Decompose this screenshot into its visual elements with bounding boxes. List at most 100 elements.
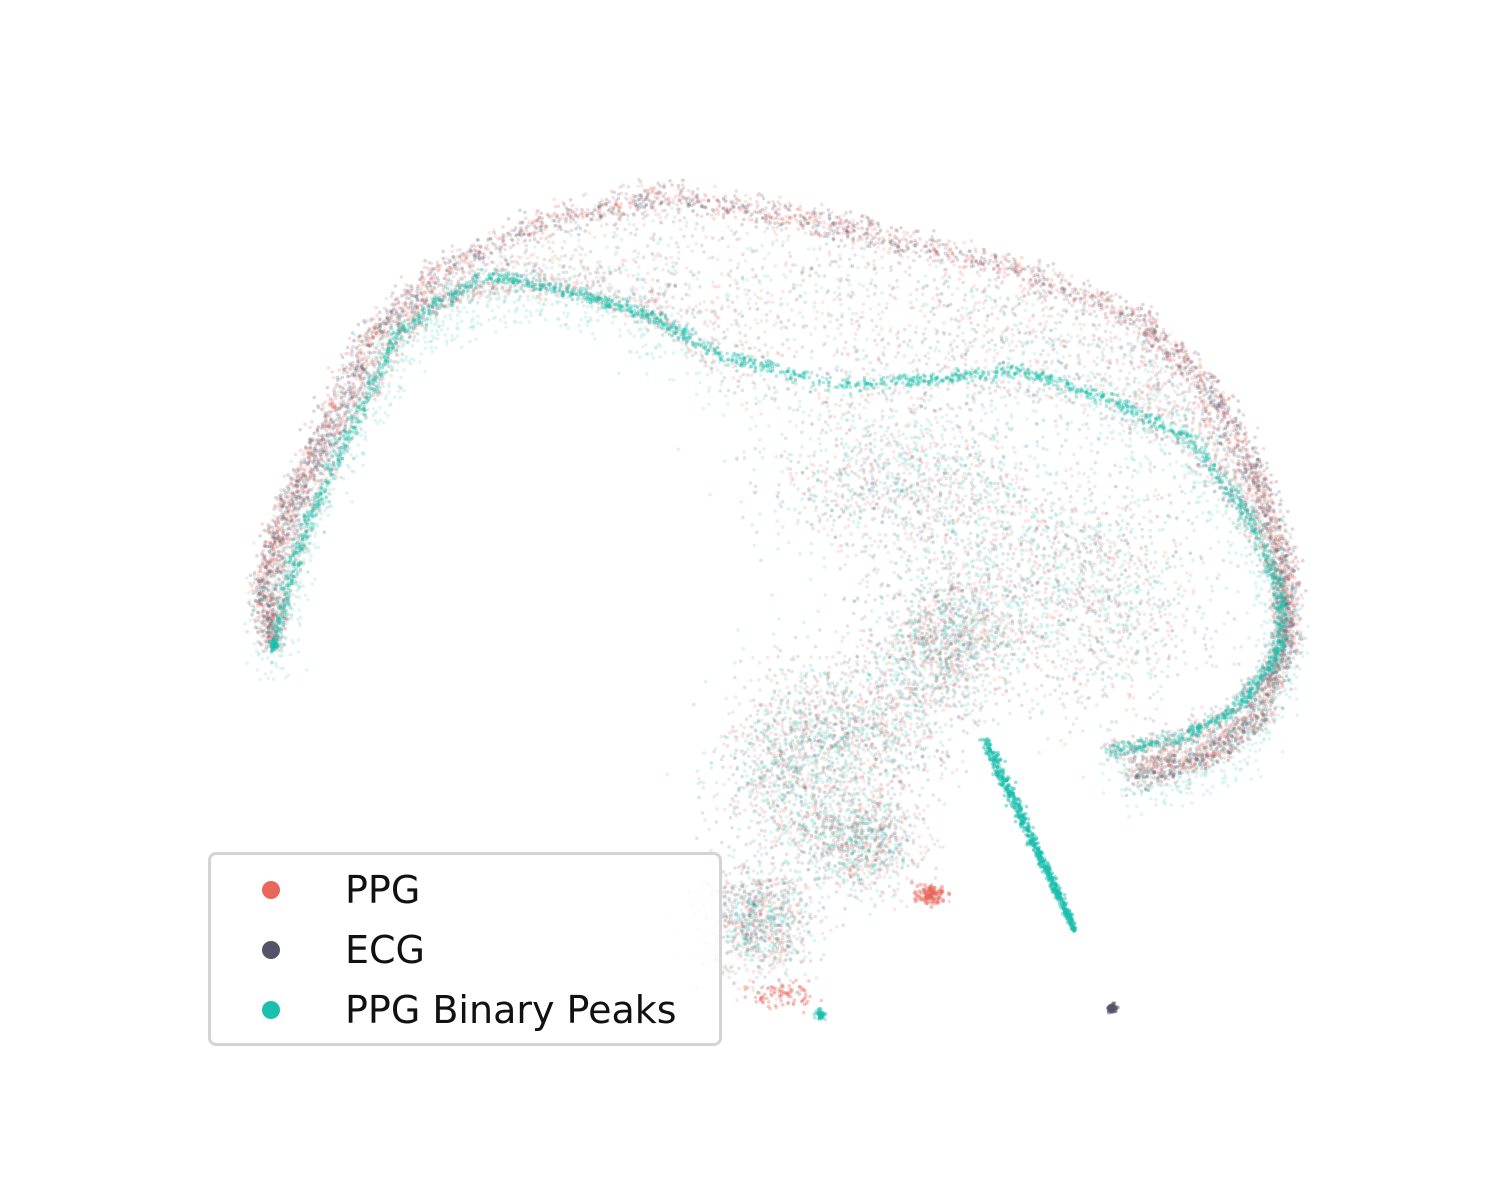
data-point — [525, 294, 530, 299]
data-point — [826, 423, 830, 427]
data-point — [812, 300, 817, 305]
data-point — [1008, 583, 1012, 588]
data-point — [1127, 741, 1131, 745]
data-point — [1275, 588, 1280, 592]
data-point — [699, 350, 703, 355]
data-point — [603, 233, 607, 238]
data-point — [834, 402, 838, 407]
data-point — [535, 209, 539, 214]
data-point — [595, 309, 600, 314]
data-point — [884, 871, 889, 875]
data-point — [552, 197, 556, 201]
data-point — [974, 249, 978, 254]
data-point — [1059, 280, 1063, 285]
data-point — [996, 485, 1001, 490]
data-point — [270, 602, 275, 606]
data-point — [909, 396, 914, 400]
data-point — [467, 300, 472, 305]
data-point — [944, 356, 948, 360]
data-point — [740, 734, 745, 739]
data-point — [1020, 477, 1024, 481]
data-point — [546, 239, 551, 244]
data-point — [719, 734, 723, 739]
data-point — [350, 372, 355, 377]
data-point — [1281, 514, 1286, 519]
data-point — [929, 386, 933, 391]
data-point — [997, 668, 1002, 672]
data-point — [1091, 583, 1095, 588]
data-point — [939, 776, 943, 780]
data-point — [771, 226, 775, 230]
data-point — [611, 195, 615, 200]
data-point — [866, 372, 870, 376]
data-point — [919, 248, 924, 253]
data-point — [496, 237, 501, 241]
data-point — [255, 615, 260, 620]
data-point — [709, 213, 714, 217]
data-point — [1273, 648, 1277, 652]
data-point — [245, 629, 249, 634]
data-point — [262, 571, 266, 576]
data-point — [1045, 366, 1050, 370]
data-point — [1218, 425, 1222, 430]
data-point — [798, 311, 802, 315]
data-point — [962, 264, 966, 269]
data-point — [892, 907, 897, 911]
data-point — [965, 385, 970, 390]
data-point — [348, 367, 352, 371]
data-point — [888, 246, 892, 251]
data-point — [873, 227, 877, 231]
data-point — [298, 448, 303, 453]
data-point — [856, 226, 861, 231]
data-point — [643, 197, 648, 202]
data-point — [963, 357, 968, 362]
data-point — [562, 239, 567, 244]
data-point — [744, 340, 749, 344]
data-point — [1269, 480, 1274, 485]
data-point — [1022, 287, 1027, 291]
data-point — [273, 504, 277, 508]
data-point — [1222, 728, 1226, 733]
data-point — [1064, 716, 1068, 720]
data-point — [920, 292, 925, 297]
data-point — [857, 402, 862, 407]
data-point — [1196, 402, 1201, 407]
data-point — [443, 273, 448, 277]
data-point — [1285, 563, 1290, 568]
data-point — [634, 287, 639, 292]
data-point — [284, 496, 289, 501]
data-point — [752, 748, 757, 752]
data-point — [1043, 324, 1048, 328]
data-point — [493, 234, 498, 239]
data-point — [841, 635, 845, 639]
data-point — [1250, 719, 1255, 724]
data-point — [687, 286, 692, 290]
data-point — [725, 327, 730, 332]
data-point — [652, 310, 656, 315]
data-point — [1210, 588, 1215, 593]
data-point — [856, 319, 860, 323]
data-point — [1173, 389, 1177, 394]
data-point — [1002, 270, 1007, 275]
data-point — [932, 842, 937, 847]
data-point — [926, 500, 930, 505]
data-point — [1104, 660, 1108, 665]
data-point — [669, 255, 674, 260]
data-point — [743, 200, 748, 204]
data-point — [1151, 370, 1155, 374]
data-point — [1094, 383, 1099, 387]
data-point — [337, 368, 342, 373]
data-point — [657, 212, 661, 217]
data-point — [932, 558, 936, 562]
data-point — [866, 392, 871, 397]
data-point — [661, 267, 665, 272]
data-point — [343, 382, 348, 387]
data-point — [1025, 324, 1029, 329]
data-point — [726, 244, 730, 249]
data-point — [468, 253, 472, 257]
data-point — [1116, 505, 1120, 509]
data-point — [712, 195, 716, 199]
data-point — [1153, 398, 1157, 403]
data-point — [990, 306, 995, 310]
data-point — [720, 272, 724, 276]
